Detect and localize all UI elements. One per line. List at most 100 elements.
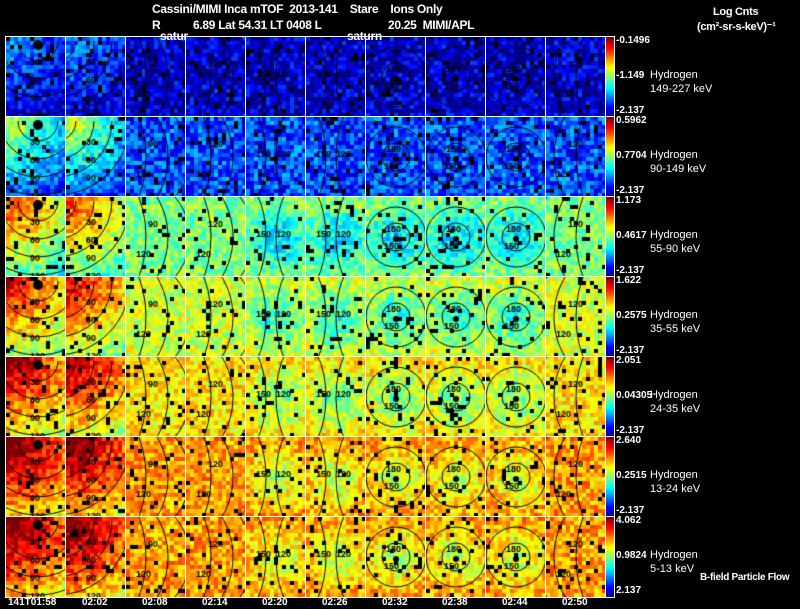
colorbar-cmax-label: 2.640 [616,435,642,446]
x-tick-label: 02:02 [82,597,108,608]
colorbar [605,116,615,198]
colorbar-cmid-label: 0.7704 [616,150,647,161]
heatmap-panel [365,276,427,358]
heatmap-panel [425,116,487,198]
colorbar-cmin-label: -2.137 [616,265,645,276]
x-tick-label: 02:20 [262,597,288,608]
heatmap-panel [485,196,547,278]
colorbar-cmin-label: -2.137 [616,345,645,356]
heatmap-panel [485,276,547,358]
heatmap-panel [125,516,187,598]
heatmap-panel [365,36,427,118]
colorbar-cmid-label: 0.9824 [616,550,647,561]
title-position: 6.89 Lat 54.31 LT 0408 L [193,18,322,32]
row-species-label: Hydrogen [650,229,698,241]
colorbar-cmax-label: 1.173 [616,195,642,206]
colorbar-cmax-label: 0.5962 [616,115,647,126]
title-r: R [152,18,161,32]
row-energy-label: 35-55 keV [650,323,701,335]
colorbar [605,276,615,358]
row-energy-label: 90-149 keV [650,163,707,175]
heatmap-panel [485,436,547,518]
heatmap-panel [245,436,307,518]
colorbar [605,36,615,118]
heatmap-panel [5,196,67,278]
heatmap-panel [65,436,127,518]
colorbar [605,356,615,438]
heatmap-panel [245,516,307,598]
heatmap-panel [425,516,487,598]
heatmap-panel [365,116,427,198]
row-species-label: Hydrogen [650,309,698,321]
colorbar-cmid-label: -1.149 [616,70,645,81]
colorbar-cmin-label: -2.137 [616,185,645,196]
x-tick-label: 02:38 [442,597,468,608]
colorbar-cmax-label: 2.051 [616,355,642,366]
heatmap-panel [5,116,67,198]
colorbar [605,516,615,598]
colorbar-cmin-label: -2.137 [616,505,645,516]
heatmap-panel [545,116,607,198]
colorbar-cmax-label: -0.1496 [616,35,650,46]
heatmap-panel [305,36,367,118]
heatmap-panel [365,356,427,438]
colorbar-cmid-label: 0.4617 [616,230,647,241]
heatmap-panel [185,276,247,358]
heatmap-panel [5,36,67,118]
heatmap-panel [185,36,247,118]
heatmap-panel [185,516,247,598]
colorbar-cmax-label: 4.062 [616,515,642,526]
colorbar-cmid-label: 0.2575 [616,310,647,321]
heatmap-panel [425,36,487,118]
x-tick-label: 141T01:58 [8,597,57,608]
heatmap-panel [65,276,127,358]
heatmap-panel [65,36,127,118]
heatmap-panel [485,116,547,198]
row-species-label: Hydrogen [650,389,698,401]
heatmap-panel [245,116,307,198]
legend-units: (cm²-sr-s-keV)⁻¹ [697,21,776,33]
heatmap-grid [5,36,607,598]
row-energy-label: 149-227 keV [650,83,713,95]
row-species-label: Hydrogen [650,549,698,561]
heatmap-panel [545,436,607,518]
row-species-label: Hydrogen [650,149,698,161]
heatmap-panel [365,516,427,598]
heatmap-panel [5,436,67,518]
colorbar-cmin-label: 2.137 [616,585,642,596]
heatmap-panel [5,356,67,438]
colorbar [605,196,615,278]
x-tick-label: 02:14 [202,597,228,608]
heatmap-panel [485,356,547,438]
colorbar-cmax-label: 1.622 [616,275,642,286]
heatmap-panel [125,436,187,518]
heatmap-panel [365,196,427,278]
heatmap-panel [185,196,247,278]
heatmap-panel [425,356,487,438]
heatmap-panel [545,36,607,118]
colorbar-cmin-label: -2.137 [616,105,645,116]
colorbar [605,436,615,518]
heatmap-panel [125,196,187,278]
heatmap-panel [305,196,367,278]
heatmap-panel [185,436,247,518]
heatmap-panel [305,356,367,438]
x-tick-label: 02:32 [382,597,408,608]
x-tick-label: 02:50 [562,597,588,608]
heatmap-panel [125,116,187,198]
x-tick-label: 02:44 [502,597,528,608]
heatmap-panel [65,516,127,598]
heatmap-panel [365,436,427,518]
heatmap-panel [65,116,127,198]
saturn-label: saturn [347,29,382,43]
heatmap-panel [185,356,247,438]
heatmap-panel [485,516,547,598]
heatmap-panel [425,276,487,358]
heatmap-panel [245,196,307,278]
heatmap-panel [545,356,607,438]
row-energy-label: 13-24 keV [650,483,701,495]
legend-title: Log Cnts [713,6,759,18]
heatmap-panel [305,276,367,358]
row-species-label: Hydrogen [650,469,698,481]
heatmap-panel [545,276,607,358]
